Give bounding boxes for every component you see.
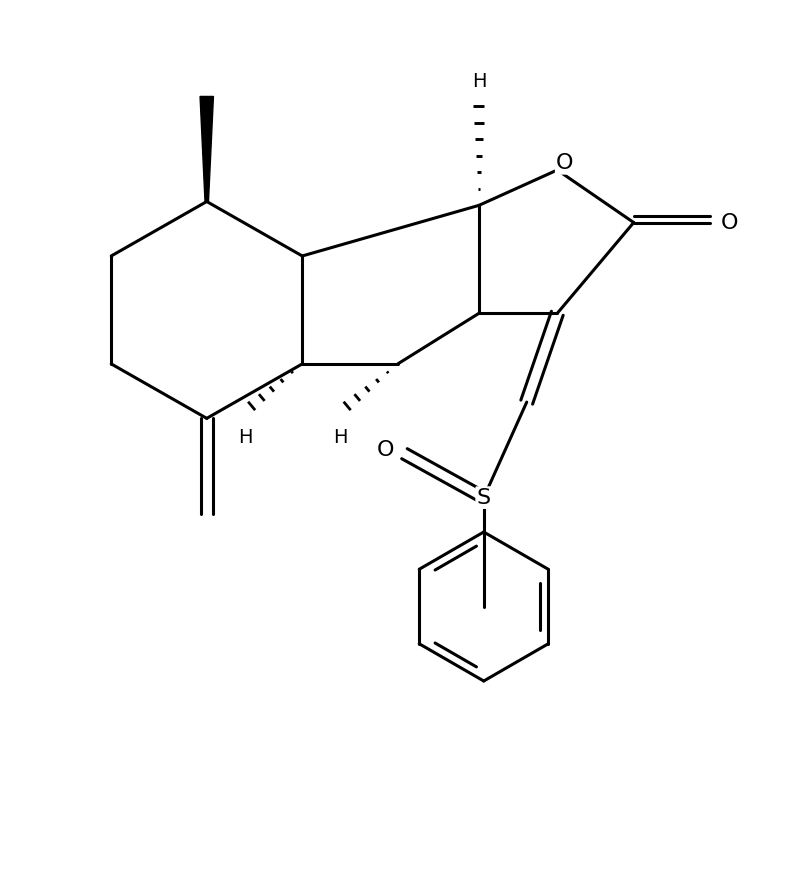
Text: H: H [333, 428, 347, 447]
Text: H: H [472, 72, 487, 90]
Polygon shape [200, 97, 214, 201]
Text: O: O [556, 153, 574, 173]
Text: O: O [721, 213, 738, 232]
Text: O: O [376, 440, 394, 460]
Text: H: H [237, 428, 252, 447]
Text: S: S [476, 487, 490, 508]
